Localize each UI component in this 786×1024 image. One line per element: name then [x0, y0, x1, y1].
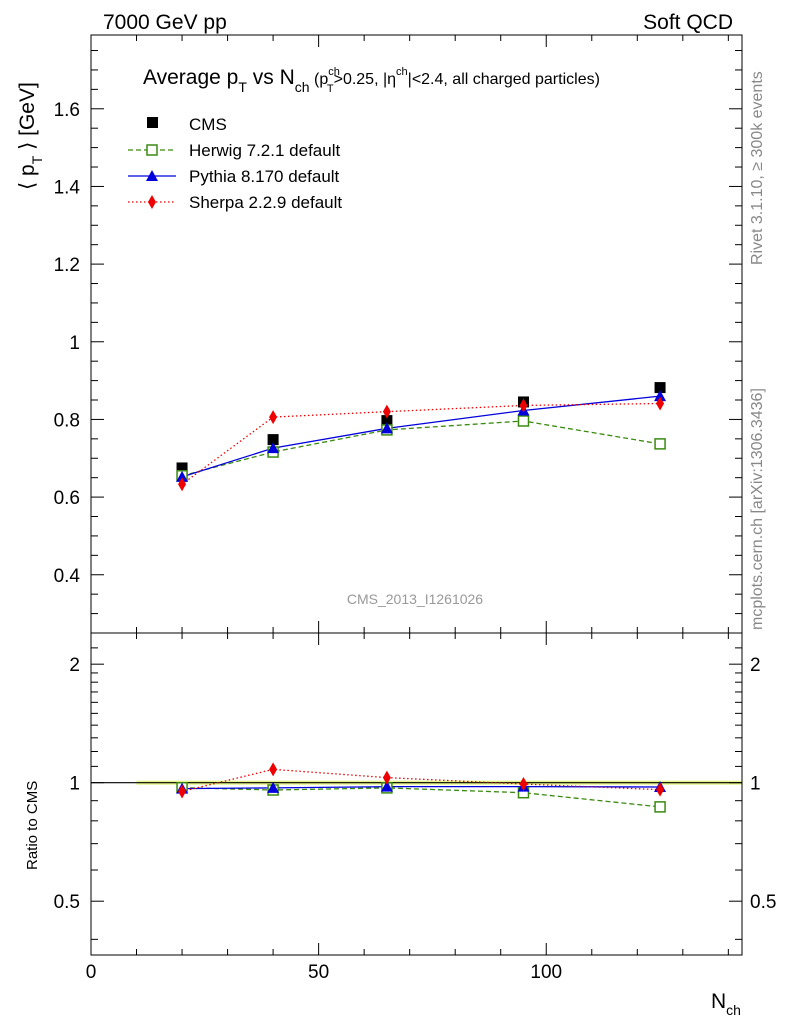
legend-label-sherpa: Sherpa 2.2.9 default [189, 193, 342, 212]
rivet-label: Rivet 3.1.10, ≥ 300k events [749, 71, 766, 265]
y-tick-label: 0.6 [54, 488, 80, 509]
point-sherpa [269, 410, 278, 425]
y-axis-label: ⟨ pT ⟩ [GeV] [16, 82, 45, 190]
legend-marker-pythia [146, 170, 158, 181]
ratio-axis-label: Ratio to CMS [24, 781, 41, 870]
ratio-y-tick-label: 1 [69, 774, 80, 795]
ratio-point-sherpa [269, 762, 278, 777]
chart-title: Average pT vs Nch (pch T>0.25, |ηch|<2.4,… [143, 66, 600, 95]
ratio-y-tick-label-right: 1 [750, 774, 761, 795]
x-tick-label: 50 [308, 962, 329, 983]
x-axis-label: Nch [711, 990, 741, 1018]
legend-marker-sherpa [148, 195, 156, 209]
point-cms [176, 462, 188, 474]
ratio-line-herwig [182, 787, 661, 808]
point-herwig [654, 438, 666, 450]
point-sherpa [656, 396, 665, 411]
ratio-y-tick-label-right: 2 [750, 655, 761, 676]
y-tick-label: 1.6 [54, 100, 80, 121]
ratio-point-sherpa [382, 770, 391, 785]
ratio-y-tick-label: 0.5 [54, 892, 80, 913]
ratio-y-tick-label: 2 [69, 655, 80, 676]
y-tick-label: 1.2 [54, 255, 80, 276]
series-line-pythia [181, 395, 661, 478]
plot-layer: 0 50 100 0.4 0.6 0.8 1 1.2 1.4 1.6 0.5 0.5 1 1 2 2 [54, 34, 776, 983]
legend-label-cms: CMS [189, 115, 227, 134]
ratio-point-pythia [380, 780, 393, 792]
point-sherpa [178, 477, 187, 492]
legend: CMS Herwig 7.2.1 default Pythia 8.170 de… [128, 115, 342, 212]
legend-marker-cms [147, 117, 158, 128]
legend-marker-herwig [146, 144, 158, 156]
ratio-point-sherpa [519, 777, 528, 792]
point-pythia [267, 442, 280, 454]
x-tick-label: 0 [86, 962, 97, 983]
point-pythia [654, 390, 667, 402]
point-pythia [176, 470, 189, 482]
ratio-point-sherpa [178, 784, 187, 799]
y-tick-label: 1 [69, 333, 80, 354]
point-sherpa [382, 404, 391, 419]
ratio-point-pythia [267, 781, 280, 793]
analysis-watermark: CMS_2013_I1261026 [347, 591, 483, 607]
point-pythia [380, 422, 393, 434]
series-line-sherpa [181, 402, 661, 485]
ratio-plot-frame [90, 632, 743, 956]
series-line-herwig [181, 420, 661, 477]
point-sherpa [519, 398, 528, 413]
point-cms [267, 434, 279, 446]
ratio-point-herwig [654, 801, 666, 813]
point-herwig [517, 415, 530, 427]
x-tick-label: 100 [530, 962, 562, 983]
y-tick-label: 1.4 [54, 177, 81, 198]
legend-label-herwig: Herwig 7.2.1 default [189, 141, 340, 160]
y-tick-label: 0.8 [54, 410, 80, 431]
legend-label-pythia: Pythia 8.170 default [189, 167, 340, 186]
process-label: Soft QCD [643, 11, 733, 34]
point-cms [654, 382, 666, 394]
ratio-point-sherpa [656, 782, 665, 797]
point-cms [381, 415, 393, 427]
ratio-y-tick-label-right: 0.5 [750, 892, 776, 913]
mcplots-label: mcplots.cern.ch [arXiv:1306.3436] [749, 388, 766, 630]
y-tick-label: 0.4 [54, 566, 81, 587]
energy-label: 7000 GeV pp [103, 11, 227, 34]
